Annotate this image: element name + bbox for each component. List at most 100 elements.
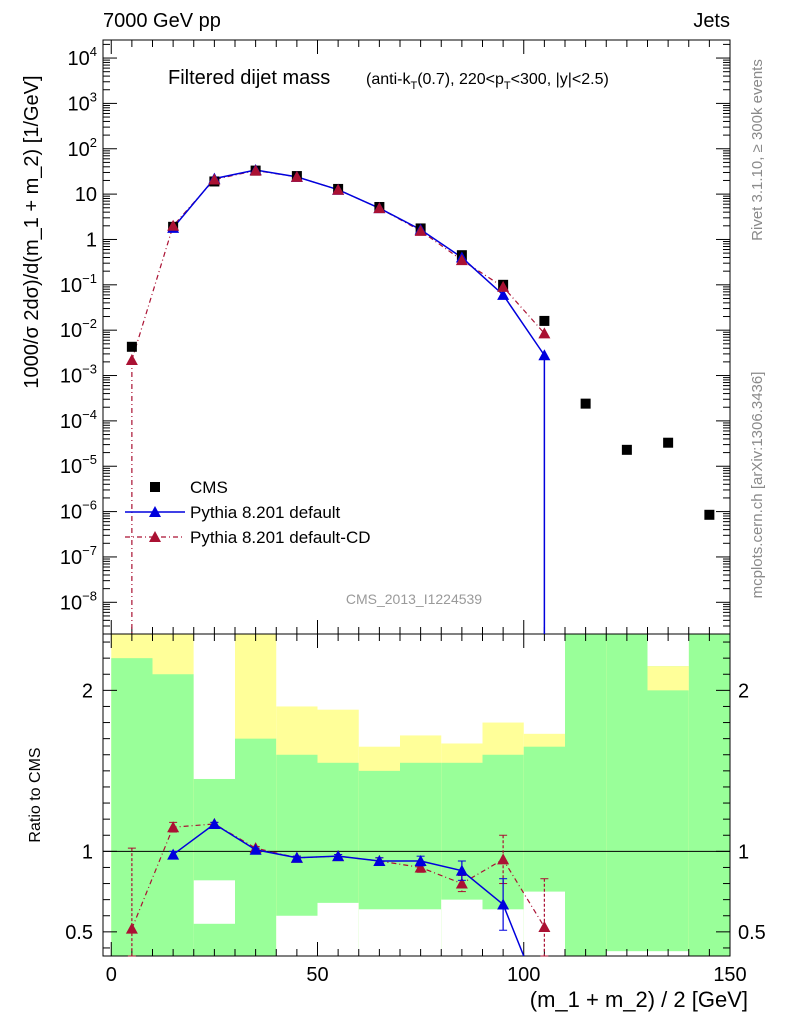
chart-title-subtitle: (anti-kT(0.7), 220<pT<300, |y|<2.5) (366, 71, 609, 92)
band-green (152, 674, 194, 956)
cms-point (580, 398, 591, 409)
main-y-tick-label: 10−3 (60, 362, 97, 388)
tick-base: 10 (68, 139, 90, 161)
main-y-tick-label: 102 (68, 135, 97, 161)
default-point (497, 288, 510, 300)
band-white (193, 880, 235, 924)
x-tick-label: 150 (713, 964, 746, 986)
tick-exponent: −5 (82, 452, 97, 467)
subtitle-part: (0.7), 220<p (417, 71, 504, 88)
band-white (358, 909, 400, 956)
analysis-watermark: CMS_2013_I1224539 (346, 591, 482, 607)
ratio-default-point (290, 851, 303, 863)
tick-exponent: 4 (90, 44, 97, 59)
tick-base: 10 (60, 320, 82, 342)
main-y-tick-label: 10−1 (60, 271, 97, 297)
ratio-y-tick-label: 0.5 (65, 922, 93, 944)
ratio-panel-frame: 0.5 0.5 1 1 2 2 0 50 100 150 (65, 633, 766, 986)
main-y-tick-label: 103 (68, 89, 97, 115)
tick-exponent: 3 (90, 89, 97, 104)
band-white (317, 902, 359, 956)
legend-marker-default-cd (149, 531, 161, 542)
main-y-tick-label: 10−2 (60, 316, 97, 342)
main-y-tick-label: 10−6 (60, 498, 97, 524)
ratio-default-point (208, 817, 221, 829)
ratio-default-cd-point (455, 877, 468, 889)
cms-point (663, 437, 674, 448)
main-panel-frame: 10410310210110−110−210−310−410−510−610−7… (60, 39, 731, 635)
tick-base: 1 (86, 229, 97, 251)
tick-base: 10 (60, 275, 82, 297)
band-green (606, 634, 648, 956)
subtitle-part: (anti-k (366, 71, 411, 88)
default-cd-point (125, 353, 138, 365)
legend: CMS Pythia 8.201 default Pythia 8.201 defa… (125, 478, 371, 547)
x-axis-label: (m_1 + m_2) / 2 [GeV] (530, 987, 748, 1012)
ratio-panel-series (125, 817, 551, 957)
main-y-tick-label: 104 (68, 44, 97, 70)
tick-base: 10 (75, 184, 97, 206)
band-gap (193, 634, 235, 779)
main-y-tick-label: 10−8 (60, 588, 97, 614)
legend-marker-default (149, 506, 161, 517)
ratio-default-cd-point (538, 921, 551, 933)
default-cd-point (497, 280, 510, 292)
x-tick-label: 0 (106, 964, 117, 986)
default-cd-point (373, 202, 386, 214)
cms-point (704, 509, 715, 520)
main-y-tick-label: 1 (86, 229, 97, 251)
ratio-default-cd-point (167, 821, 180, 833)
tick-exponent: −1 (82, 271, 97, 286)
tick-exponent: −3 (82, 362, 97, 377)
tick-base: 10 (60, 502, 82, 524)
ratio-default-point (332, 850, 345, 862)
ratio-default-point (249, 843, 262, 855)
default-cd-point (455, 254, 468, 266)
ratio-default-cd-point (414, 861, 427, 873)
ratio-frame (102, 633, 731, 957)
band-green (193, 778, 235, 956)
default-cd-point (414, 224, 427, 236)
legend-label: Pythia 8.201 default (190, 503, 341, 522)
series-line-default (172, 169, 545, 356)
cms-point (539, 315, 550, 326)
band-white (441, 899, 483, 956)
ratio-default-point (455, 864, 468, 876)
ratio-y-tick-label-right: 1 (738, 841, 749, 863)
tick-exponent: −8 (82, 588, 97, 603)
default-cd-point (290, 170, 303, 182)
tick-exponent: −6 (82, 498, 97, 513)
legend-label: CMS (190, 478, 228, 497)
cms-point (126, 341, 137, 352)
tick-exponent: −7 (82, 543, 97, 558)
main-y-tick-label: 10−4 (60, 407, 97, 433)
band-green (111, 658, 153, 956)
series-line-default-cd (131, 169, 545, 361)
cms-point (621, 444, 632, 455)
ratio-y-axis-label: Ratio to CMS (27, 747, 44, 842)
ratio-default-point (414, 855, 427, 867)
default-cd-point (538, 327, 551, 339)
main-y-tick-label: 10−7 (60, 543, 97, 569)
legend-label: Pythia 8.201 default-CD (190, 528, 371, 547)
ratio-default-cd-point (125, 922, 138, 934)
tick-base: 10 (60, 456, 82, 478)
ratio-default-point (373, 855, 386, 867)
ratio-y-tick-label: 1 (82, 841, 93, 863)
subtitle-subscript: T (410, 80, 417, 92)
band-yellow-top (647, 666, 689, 691)
main-y-axis-label: 1000/σ 2dσ)/d(m_1 + m_2) [1/GeV] (21, 75, 43, 388)
rivet-label: Rivet 3.1.10, ≥ 300k events (749, 59, 766, 241)
subtitle-part: <300, |y|<2.5) (511, 71, 609, 88)
x-tick-label: 50 (306, 964, 328, 986)
legend-marker-cms (150, 482, 160, 492)
header-right: Jets (693, 10, 730, 32)
tick-base: 10 (60, 547, 82, 569)
tick-base: 10 (68, 48, 90, 70)
main-panel-series (125, 164, 715, 634)
tick-base: 10 (60, 592, 82, 614)
x-tick-label: 100 (507, 964, 540, 986)
band-green (565, 634, 607, 956)
tick-base: 10 (60, 411, 82, 433)
ratio-y-tick-label-right: 0.5 (738, 922, 766, 944)
